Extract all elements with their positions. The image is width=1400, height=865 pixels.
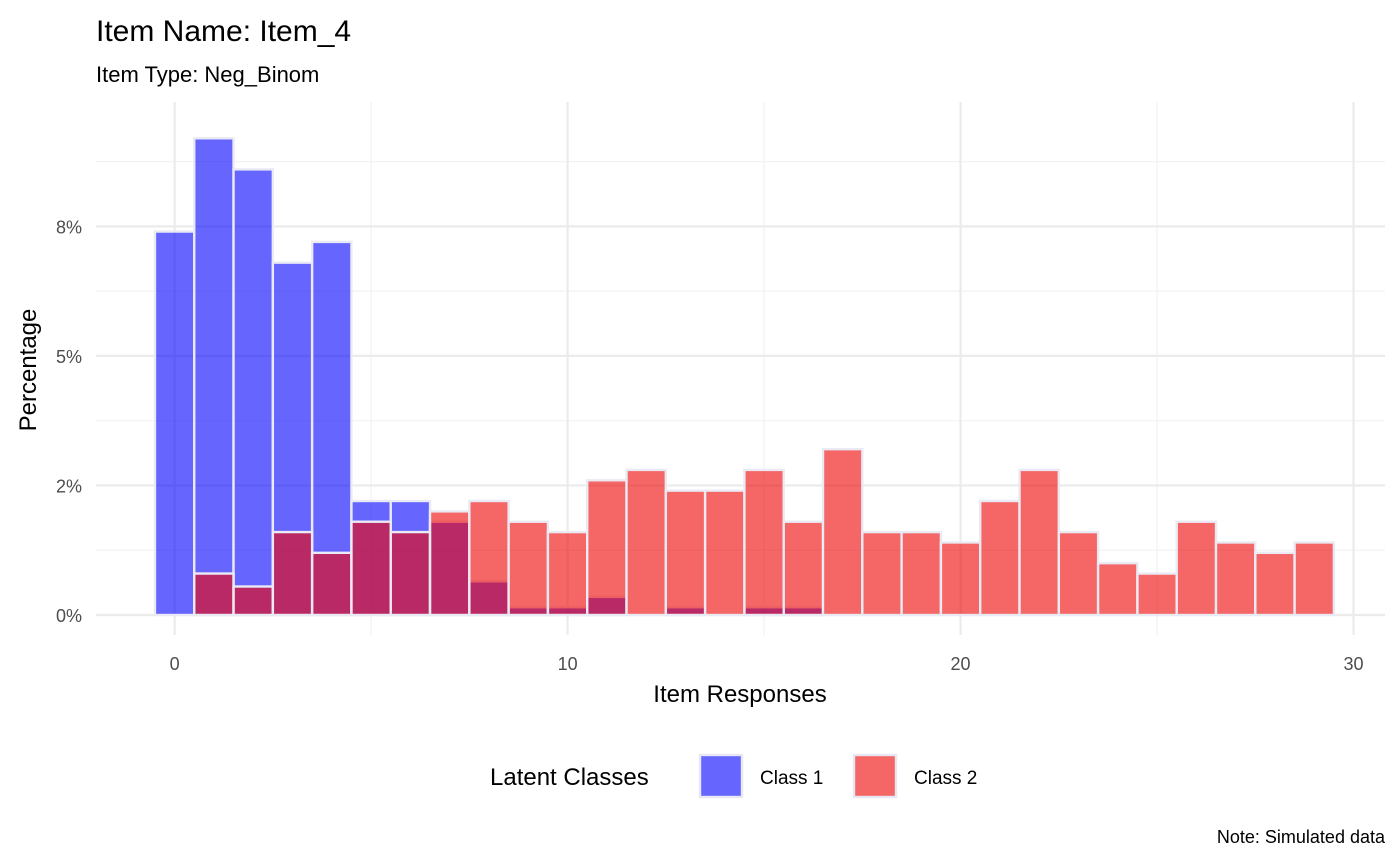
bar-class-2 xyxy=(821,447,864,617)
y-tick-label: 0% xyxy=(56,606,82,626)
bar-class-2 xyxy=(468,499,510,617)
bar-class-2 xyxy=(586,479,628,617)
bar-class-2 xyxy=(546,530,589,617)
bar-class-1 xyxy=(232,168,275,617)
legend: Latent Classes Class 1 Class 2 xyxy=(490,753,977,799)
bar-class-1 xyxy=(153,230,196,617)
bar-class-2 xyxy=(507,520,550,617)
x-axis-tick-labels: 0 10 20 30 xyxy=(170,654,1364,674)
bar-class-2 xyxy=(625,468,668,617)
chart-subtitle: Item Type: Neg_Binom xyxy=(96,62,319,87)
bar-class-2 xyxy=(900,530,943,617)
bar-class-1 xyxy=(193,137,235,617)
legend-label-class-1: Class 1 xyxy=(760,768,823,789)
bar-class-2 xyxy=(271,530,314,617)
bar-class-2 xyxy=(743,468,785,617)
legend-key-class-1 xyxy=(698,753,744,799)
bar-class-2 xyxy=(232,585,275,617)
bar-class-2 xyxy=(1254,551,1296,617)
bar-class-2 xyxy=(979,499,1021,617)
bar-class-2 xyxy=(1136,572,1178,617)
chart-title: Item Name: Item_4 xyxy=(96,15,351,48)
x-tick-label: 10 xyxy=(558,654,578,674)
bar-class-2 xyxy=(1018,468,1061,617)
bar-class-2 xyxy=(350,520,392,617)
bar-class-2 xyxy=(1057,530,1100,617)
bar-class-2 xyxy=(861,530,903,617)
class-2-bars xyxy=(193,447,1336,617)
bar-class-2 xyxy=(939,541,982,617)
y-axis-title: Percentage xyxy=(15,309,42,432)
x-axis-title: Item Responses xyxy=(653,681,826,708)
bar-class-2 xyxy=(664,489,707,617)
y-tick-label: 2% xyxy=(56,476,82,496)
legend-key-class-2 xyxy=(852,753,898,799)
bar-class-2 xyxy=(428,510,471,617)
bar-class-2 xyxy=(310,551,353,617)
bar-class-2 xyxy=(1175,520,1218,617)
bar-class-2 xyxy=(1096,561,1139,617)
bar-class-2 xyxy=(389,530,432,617)
bar-class-2 xyxy=(782,520,825,617)
y-tick-label: 5% xyxy=(56,347,82,367)
chart-caption: Note: Simulated data xyxy=(1217,827,1386,847)
y-tick-label: 8% xyxy=(56,217,82,237)
bar-class-2 xyxy=(703,489,746,617)
x-tick-label: 20 xyxy=(951,654,971,674)
y-axis-tick-labels: 0% 2% 5% 8% xyxy=(56,217,82,626)
bar-class-2 xyxy=(193,572,235,617)
x-tick-label: 30 xyxy=(1344,654,1364,674)
bar-class-2 xyxy=(1293,541,1336,617)
legend-title: Latent Classes xyxy=(490,764,649,791)
x-tick-label: 0 xyxy=(170,654,180,674)
legend-label-class-2: Class 2 xyxy=(914,768,977,789)
bar-class-2 xyxy=(1214,541,1257,617)
